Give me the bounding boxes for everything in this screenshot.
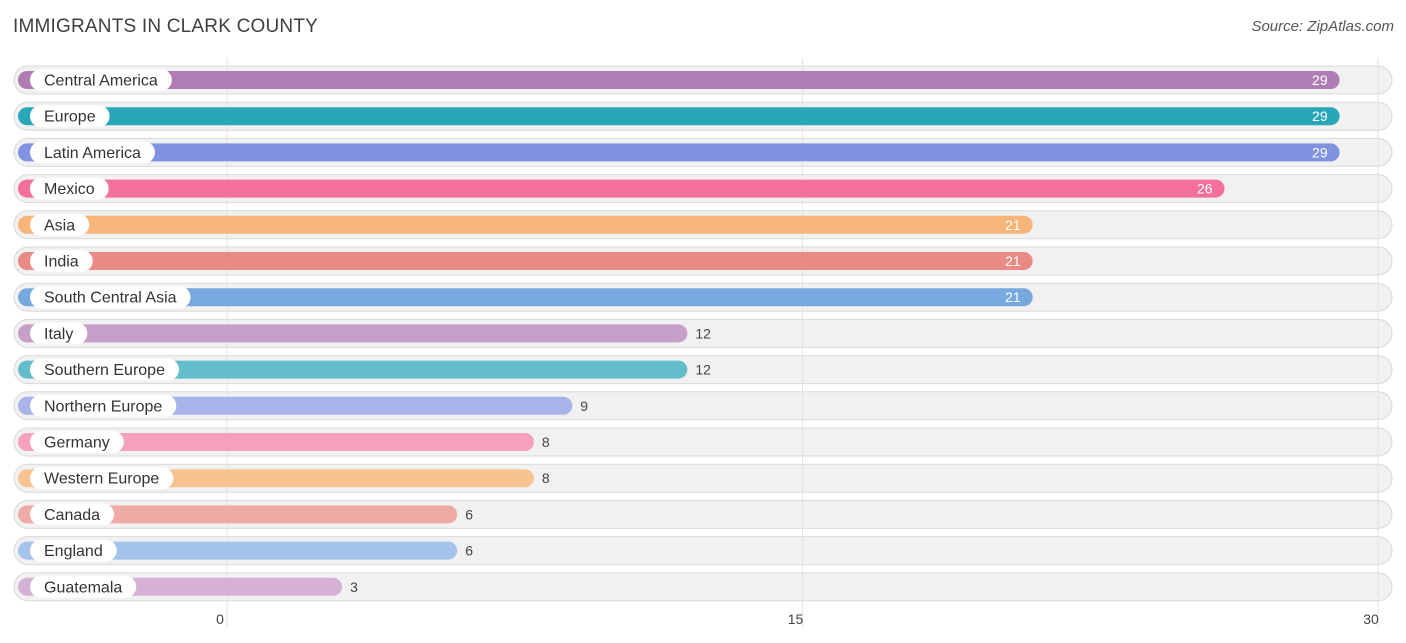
value-label: 9 <box>580 398 588 414</box>
category-label-pill <box>30 431 124 453</box>
category-label-pill <box>30 69 172 91</box>
value-label: 12 <box>695 325 711 341</box>
bar <box>18 215 1033 234</box>
category-label-pill <box>30 394 177 417</box>
value-label: 3 <box>350 579 358 595</box>
value-label: 8 <box>542 470 550 486</box>
bar-group: Southern Europe 12 <box>18 358 711 381</box>
value-label: 21 <box>1005 253 1021 269</box>
category-label: Northern Europe <box>44 398 162 415</box>
bar-group: India 21 <box>18 250 1033 272</box>
value-label: 21 <box>1005 289 1021 305</box>
bar-group: England 6 <box>18 539 473 562</box>
category-label: England <box>44 543 103 560</box>
category-label: India <box>44 254 79 271</box>
category-label: Asia <box>44 217 75 234</box>
bar-group: Italy 12 <box>18 322 711 345</box>
category-label: South Central Asia <box>44 290 177 307</box>
bar-group: South Central Asia 21 <box>18 286 1033 309</box>
bar <box>18 324 688 343</box>
bar-group: Mexico 26 <box>18 177 1225 200</box>
bar-group: Northern Europe 9 <box>18 394 588 417</box>
category-label-pill <box>30 322 88 345</box>
value-label: 8 <box>542 434 550 450</box>
bar <box>18 505 458 524</box>
category-label-pill <box>30 250 93 272</box>
chart-title: IMMIGRANTS IN CLARK COUNTY <box>13 16 318 37</box>
value-label: 26 <box>1197 181 1213 197</box>
category-label: Southern Europe <box>44 362 165 379</box>
bar <box>18 288 1033 307</box>
value-label: 29 <box>1312 108 1328 124</box>
chart-source: Source: ZipAtlas.com <box>1251 18 1394 35</box>
category-label-pill <box>30 467 174 490</box>
bar <box>18 541 458 560</box>
category-label-pill <box>30 286 191 309</box>
value-label: 21 <box>1005 217 1021 233</box>
bar-group: Germany 8 <box>18 431 550 453</box>
row-background <box>13 572 1393 602</box>
category-label: Mexico <box>44 181 95 198</box>
category-label: Canada <box>44 507 100 524</box>
value-label: 6 <box>465 543 473 559</box>
bar-group: Canada 6 <box>18 503 473 526</box>
value-label: 29 <box>1312 72 1328 88</box>
value-label: 29 <box>1312 144 1328 160</box>
tick-label: 30 <box>1363 611 1379 627</box>
category-label: Latin America <box>44 145 141 162</box>
category-label: Germany <box>44 435 110 452</box>
bar-group: Guatemala 3 <box>18 575 358 598</box>
bar <box>18 360 688 379</box>
bar-group: Central America 29 <box>18 69 1340 91</box>
bar-group: Western Europe 8 <box>18 467 550 490</box>
bar-group: Europe 29 <box>18 105 1340 128</box>
category-label: Guatemala <box>44 579 122 596</box>
category-label-pill <box>30 213 90 236</box>
category-label-pill <box>30 503 115 526</box>
bar-group: Asia 21 <box>18 213 1033 236</box>
category-label: Central America <box>44 73 158 90</box>
category-label-pill <box>30 575 137 598</box>
category-label: Western Europe <box>44 471 159 488</box>
x-axis-ticks: 0 15 30 <box>216 611 1379 627</box>
bars: Central America 29 Europe 29 Latin America 29… <box>18 69 1340 598</box>
bar <box>18 433 534 451</box>
category-label-pill <box>30 177 109 200</box>
bar <box>18 71 1340 89</box>
bar <box>18 252 1033 270</box>
value-label: 6 <box>465 506 473 522</box>
category-label-pill <box>30 141 155 164</box>
category-label-pill <box>30 105 110 128</box>
category-label-pill <box>30 358 179 381</box>
tick-label: 15 <box>788 611 804 627</box>
category-label: Italy <box>44 326 73 343</box>
category-label: Europe <box>44 109 96 126</box>
bar <box>18 107 1340 126</box>
category-label-pill <box>30 539 117 562</box>
bar <box>18 179 1225 198</box>
bar <box>18 143 1340 162</box>
tick-label: 0 <box>216 611 224 627</box>
bar-group: Latin America 29 <box>18 141 1340 164</box>
value-label: 12 <box>695 362 711 378</box>
